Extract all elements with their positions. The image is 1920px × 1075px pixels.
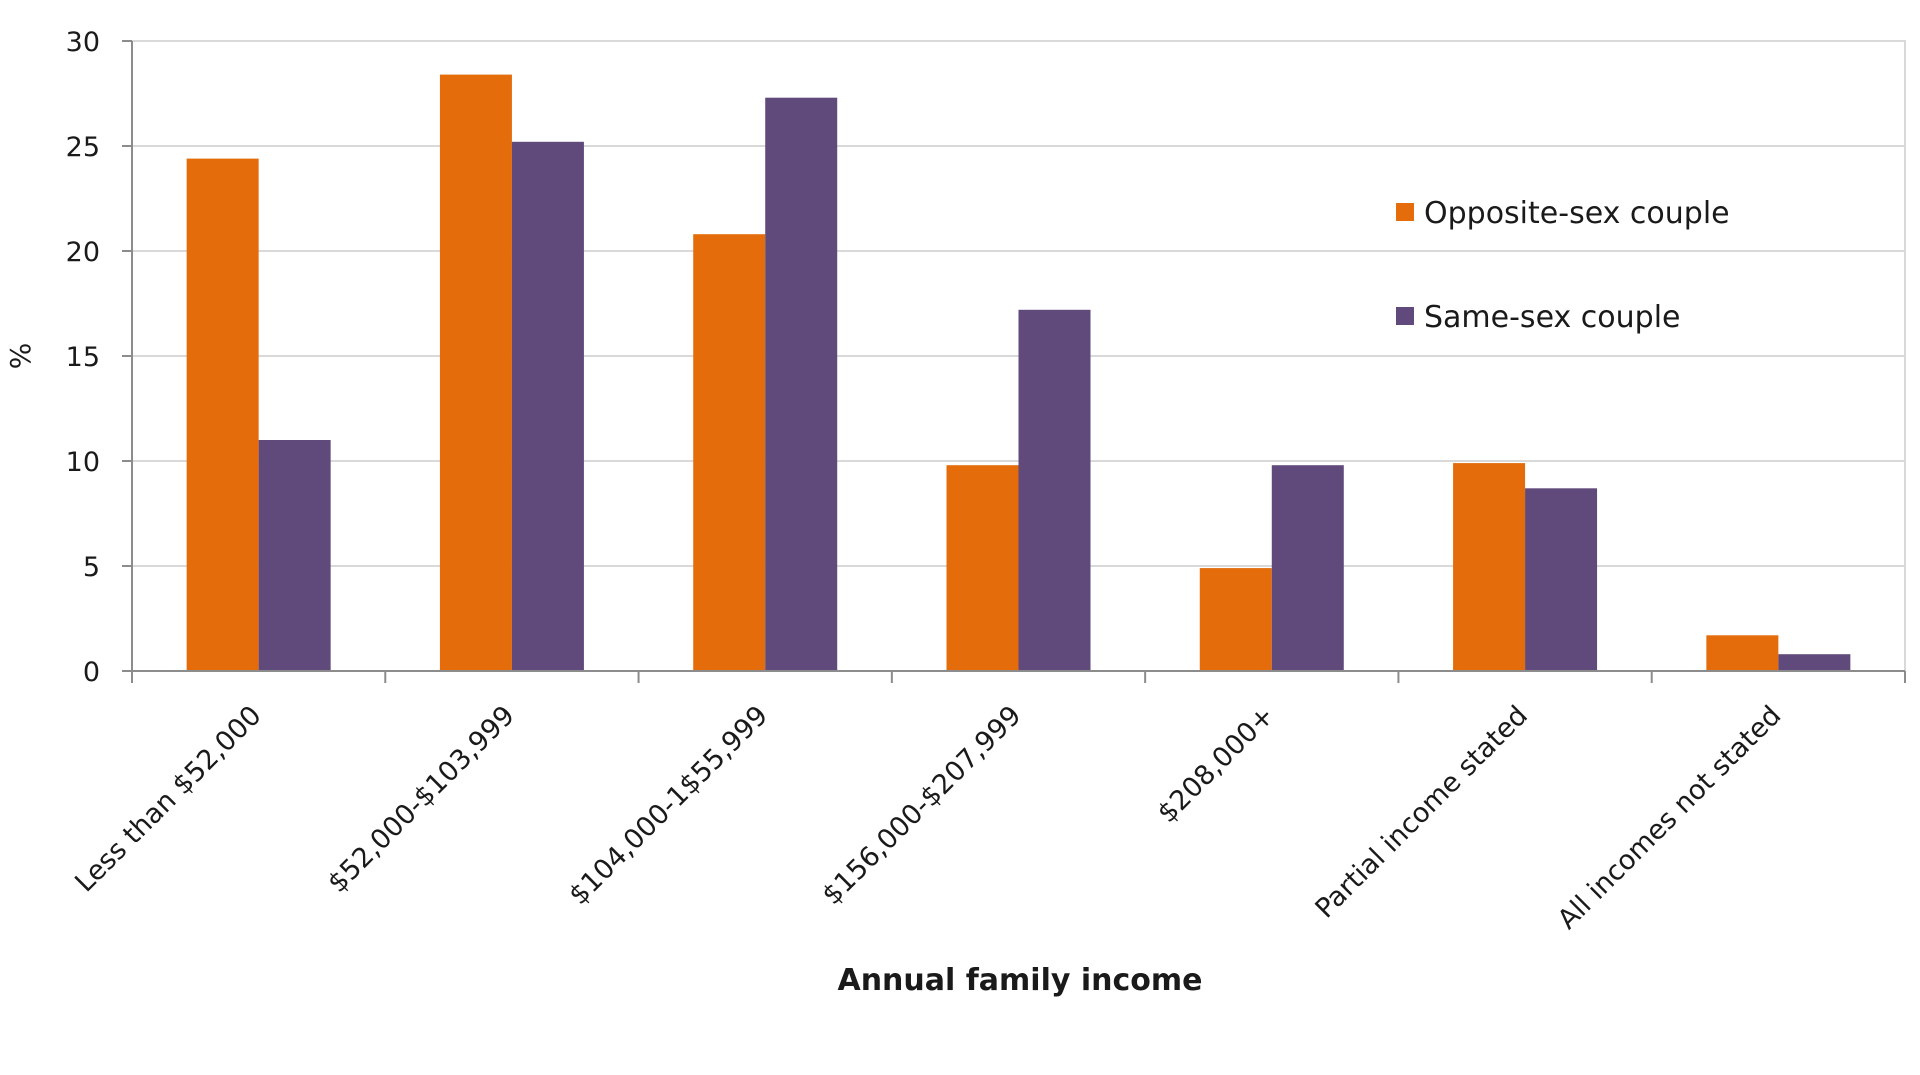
bar-same-sex-0[interactable] [258,440,331,671]
y-tick-label: 30 [66,27,100,58]
x-tick-label: $104,000-1$55,999 [563,700,774,911]
bar-same-sex-1[interactable] [511,141,584,672]
x-tick-label: $52,000-$103,999 [322,700,521,899]
y-tick-label: 15 [66,342,100,373]
y-tick-label: 5 [83,552,100,583]
bar-opposite-sex-5[interactable] [1453,463,1526,671]
bars [186,74,1851,672]
x-tick-label: Partial income stated [1310,700,1534,924]
bar-same-sex-2[interactable] [765,97,838,671]
bar-opposite-sex-4[interactable] [1199,568,1272,671]
legend-swatch-same-sex [1396,307,1414,325]
bar-same-sex-5[interactable] [1525,488,1598,671]
y-tick-label: 25 [66,132,100,163]
axes [122,40,1906,683]
y-axis-title: % [4,343,37,370]
x-tick-label: All incomes not stated [1552,700,1787,935]
bar-opposite-sex-3[interactable] [946,465,1019,671]
bar-opposite-sex-6[interactable] [1706,635,1779,671]
legend-label-same-sex: Same-sex couple [1424,300,1680,335]
bar-same-sex-3[interactable] [1018,309,1091,671]
x-tick-label: $156,000-$207,999 [816,700,1027,911]
bar-opposite-sex-0[interactable] [186,158,259,672]
bar-opposite-sex-1[interactable] [439,74,512,672]
legend-label-opposite-sex: Opposite-sex couple [1424,196,1730,231]
y-tick-label: 20 [66,237,100,268]
legend[interactable]: Opposite-sex couple Same-sex couple [1396,196,1730,335]
bar-same-sex-4[interactable] [1271,465,1344,671]
y-tick-labels: 0 5 10 15 20 25 30 [66,27,100,688]
y-tick-label: 10 [66,447,100,478]
legend-swatch-opposite-sex [1396,203,1414,221]
bar-same-sex-6[interactable] [1778,654,1851,671]
x-axis-title: Annual family income [837,963,1202,998]
x-tick-label: Less than $52,000 [69,700,267,898]
bar-opposite-sex-2[interactable] [693,234,766,671]
y-tick-label: 0 [83,657,100,688]
x-tick-label: $208,000+ [1152,700,1281,829]
x-tick-labels: Less than $52,000 $52,000-$103,999 $104,00… [69,700,1787,935]
